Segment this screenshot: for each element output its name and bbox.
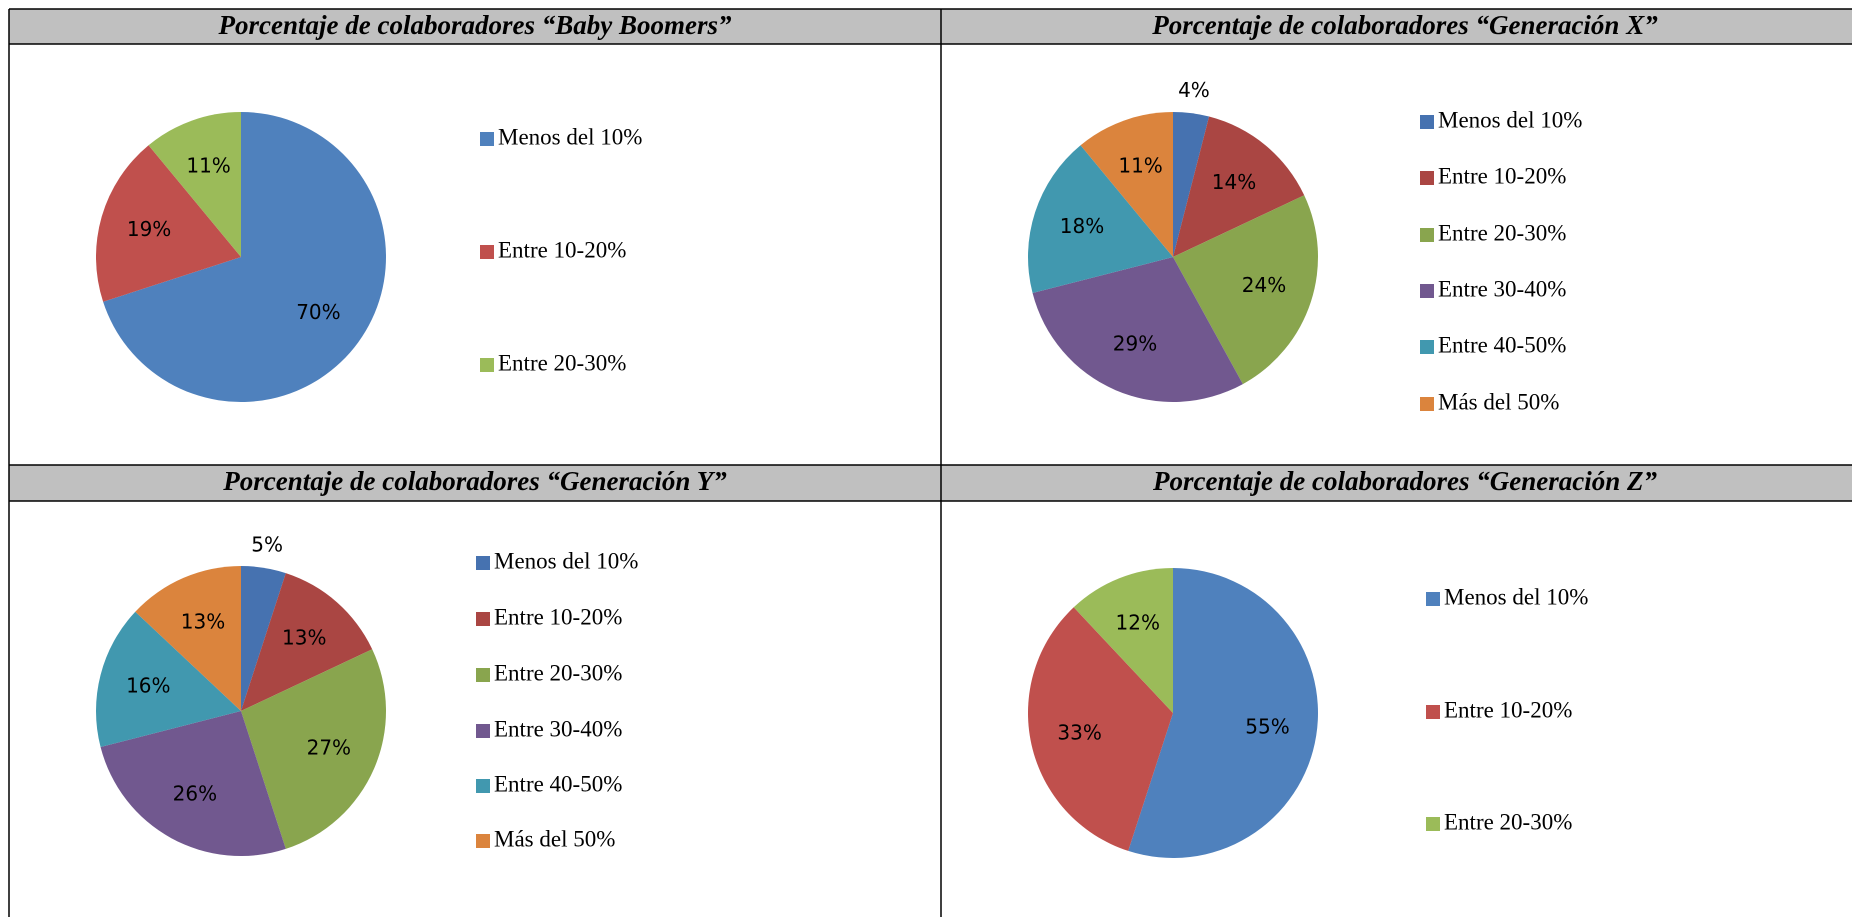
legend-label: Entre 20-30% [1438, 220, 1566, 245]
pie-slice [100, 711, 286, 856]
data-label: 11% [186, 153, 230, 177]
legend-swatch [476, 668, 490, 682]
pie-slice [95, 611, 241, 748]
legend-swatch [1420, 397, 1434, 411]
header-band [9, 9, 1852, 44]
data-label: 13% [181, 610, 225, 634]
legend-swatch [1426, 817, 1440, 831]
legend-swatch [480, 358, 494, 372]
legend-label: Menos del 10% [494, 548, 638, 573]
legend-label: Entre 10-20% [1444, 697, 1572, 722]
data-label: 5% [251, 533, 283, 557]
data-label: 16% [126, 674, 170, 698]
legend-label: Menos del 10% [498, 124, 642, 149]
data-label: 11% [1118, 153, 1162, 177]
data-label: 4% [1178, 78, 1210, 102]
pie-slice [1028, 607, 1173, 851]
legend-swatch [1420, 284, 1434, 298]
legend-label: Más del 50% [494, 826, 615, 851]
data-label: 12% [1116, 611, 1160, 635]
legend-label: Entre 30-40% [494, 716, 622, 741]
legend-label: Menos del 10% [1438, 107, 1582, 132]
chart-title: Porcentaje de colaboradores “Generación … [1151, 10, 1658, 40]
legend-swatch [476, 779, 490, 793]
legend-swatch [1426, 705, 1440, 719]
data-label: 55% [1245, 714, 1289, 738]
legend-label: Entre 10-20% [498, 237, 626, 262]
data-label: 29% [1113, 331, 1157, 355]
legend-swatch [476, 834, 490, 848]
legend-swatch [1426, 592, 1440, 606]
legend-swatch [1420, 115, 1434, 129]
legend-swatch [1420, 171, 1434, 185]
legend-label: Entre 20-30% [494, 660, 622, 685]
data-label: 33% [1057, 720, 1101, 744]
legend-swatch [476, 612, 490, 626]
data-label: 19% [127, 217, 171, 241]
legend-label: Entre 10-20% [1438, 163, 1566, 188]
pie-slice [1028, 145, 1173, 294]
legend-swatch [480, 132, 494, 146]
legend-swatch [1420, 340, 1434, 354]
data-label: 18% [1060, 214, 1104, 238]
pie-slice [1173, 112, 1210, 257]
pie-slice [1173, 195, 1318, 385]
pie-slice [241, 573, 373, 711]
pie-slice [1032, 257, 1243, 402]
pie-slice [1080, 112, 1173, 257]
pie-slice [1128, 568, 1318, 858]
pie-slice [148, 112, 241, 257]
chart-title: Porcentaje de colaboradores “Baby Boomer… [218, 10, 732, 40]
data-label: 24% [1242, 273, 1286, 297]
legend-label: Entre 20-30% [1444, 809, 1572, 834]
pie-slice [241, 649, 386, 849]
legend-swatch [480, 245, 494, 259]
chart-title: Porcentaje de colaboradores “Generación … [222, 466, 727, 496]
data-label: 26% [173, 781, 217, 805]
data-label: 14% [1212, 170, 1256, 194]
pie-slice [241, 566, 286, 711]
legend-label: Menos del 10% [1444, 584, 1588, 609]
pie-slice [135, 566, 241, 711]
pie-slice [103, 112, 386, 402]
pie-slice [1073, 568, 1173, 713]
legend-swatch [476, 724, 490, 738]
legend-swatch [1420, 228, 1434, 242]
legend-label: Entre 20-30% [498, 350, 626, 375]
data-label: 27% [307, 736, 351, 760]
legend-label: Entre 10-20% [494, 604, 622, 629]
legend-label: Más del 50% [1438, 389, 1559, 414]
legend-swatch [476, 556, 490, 570]
pie-slice [96, 145, 242, 302]
header-band [9, 465, 1852, 501]
chart-title: Porcentaje de colaboradores “Generación … [1152, 466, 1657, 496]
data-label: 70% [296, 300, 340, 324]
table-borders [8, 8, 1852, 917]
legend-label: Entre 40-50% [1438, 332, 1566, 357]
data-label: 13% [282, 626, 326, 650]
pie-slice [1173, 116, 1305, 257]
legend-label: Entre 30-40% [1438, 276, 1566, 301]
legend-label: Entre 40-50% [494, 771, 622, 796]
